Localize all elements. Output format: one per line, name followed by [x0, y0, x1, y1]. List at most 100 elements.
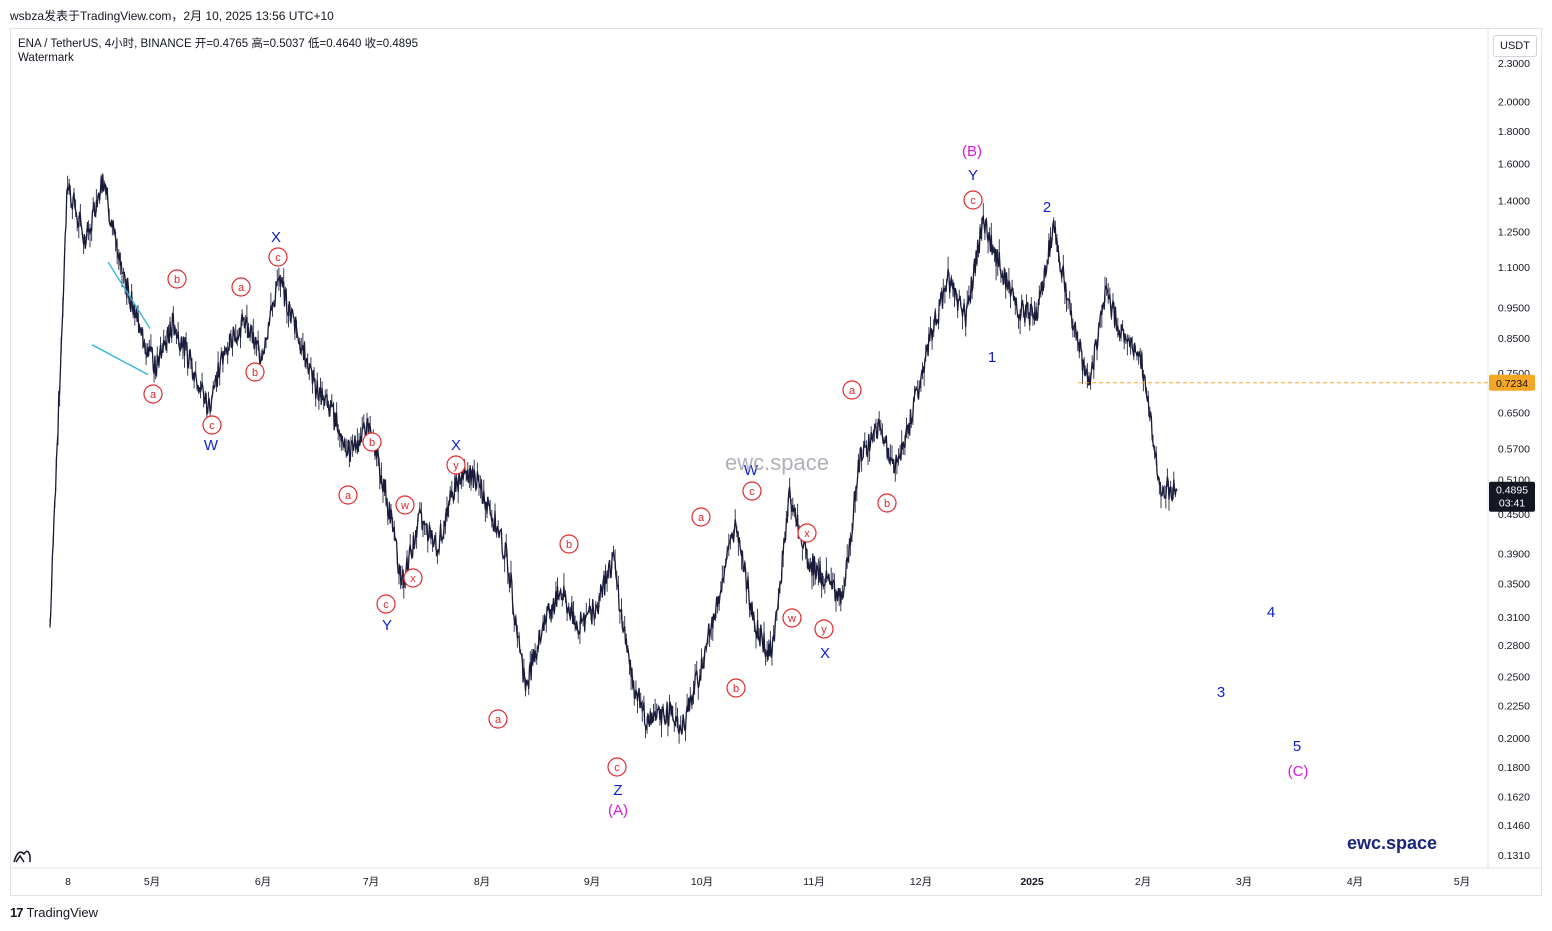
- footer-brand[interactable]: TradingView: [26, 905, 99, 920]
- price-tick-label: 0.1620: [1498, 791, 1530, 803]
- wave-label-minor: b: [884, 498, 890, 510]
- time-tick-label: 5月: [1454, 876, 1470, 888]
- time-tick-label: 5月: [144, 876, 160, 888]
- wave-label-circle: [376, 594, 396, 614]
- wave-label-circle: [726, 678, 746, 698]
- last-price-countdown: 03:41: [1499, 498, 1525, 510]
- wave-label-minor: a: [238, 282, 245, 294]
- price-tick-label: 2.0000: [1498, 97, 1530, 109]
- wave-label-circle: [268, 247, 288, 267]
- time-tick-label: 7月: [363, 876, 379, 888]
- wave-label-circle: [362, 432, 382, 452]
- time-tick-label: 9月: [584, 876, 600, 888]
- wave-label-intermediate: Y: [968, 167, 978, 184]
- last-price-tag: [1489, 481, 1535, 512]
- wave-label-minor: b: [174, 274, 180, 286]
- wave-label-circle: [167, 269, 187, 289]
- price-tick-label: 0.3500: [1498, 578, 1530, 590]
- watermark-label: Watermark: [18, 52, 74, 64]
- price-tick-label: 1.4000: [1498, 195, 1530, 207]
- wave-label-circle: [963, 190, 983, 210]
- candle-wicks: [49, 173, 1176, 744]
- wave-label-minor: b: [369, 437, 375, 449]
- time-tick-label: 12月: [910, 876, 932, 888]
- price-tick-label: 0.6500: [1498, 407, 1530, 419]
- last-price-label: 0.4895: [1496, 485, 1528, 497]
- wave-label-minor: b: [733, 683, 739, 695]
- price-tick-label: 0.1310: [1498, 850, 1530, 862]
- time-tick-label: 3月: [1236, 876, 1252, 888]
- wave-label-circle: [403, 568, 423, 588]
- price-tick-label: 0.3100: [1498, 612, 1530, 624]
- price-tick-label: 0.8500: [1498, 333, 1530, 345]
- price-tick-label: 1.6000: [1498, 158, 1530, 170]
- wave-label-circle: [782, 608, 802, 628]
- price-tick-label: 0.5700: [1498, 444, 1530, 456]
- price-tick-label: 0.9500: [1498, 302, 1530, 314]
- wave-label-circle: [691, 507, 711, 527]
- wave-label-minor: c: [275, 252, 281, 264]
- wave-label-minor: w: [787, 613, 796, 625]
- wave-label-minor: b: [252, 367, 258, 379]
- time-tick-label: 11月: [803, 876, 824, 888]
- wave-label-circle: [231, 277, 251, 297]
- wave-label-minor: w: [400, 500, 409, 512]
- wave-label-circle: [446, 455, 466, 475]
- wave-label-intermediate: 2: [1043, 199, 1051, 216]
- wave-label-minor: x: [804, 528, 810, 540]
- price-tick-label: 0.4500: [1498, 509, 1530, 521]
- corner-watermark: ewc.space: [1347, 833, 1437, 853]
- wave-label-intermediate: X: [820, 645, 830, 662]
- wave-label-minor: a: [345, 490, 352, 502]
- wave-label-minor: a: [495, 714, 502, 726]
- price-tick-label: 0.3900: [1498, 549, 1530, 561]
- wave-label-circle: [877, 493, 897, 513]
- price-series-line: [49, 174, 1178, 736]
- wave-label-circle: [338, 485, 358, 505]
- wave-label-circle: [143, 384, 163, 404]
- price-tick-label: 1.2500: [1498, 227, 1530, 239]
- currency-button[interactable]: USDT: [1493, 35, 1537, 57]
- wave-label-circle: [842, 380, 862, 400]
- dino-icon: [13, 850, 31, 863]
- time-tick-label: 8月: [474, 876, 490, 888]
- price-tick-label: 1.1000: [1498, 262, 1530, 274]
- wave-label-minor: c: [970, 195, 976, 207]
- level-line-label: 0.7234: [1496, 378, 1528, 390]
- wave-label-circle: [202, 415, 222, 435]
- footer: 17 TradingView: [10, 905, 98, 920]
- price-tick-label: 1.8000: [1498, 126, 1530, 138]
- wave-label-minor: b: [566, 539, 572, 551]
- wave-label-primary: (A): [608, 802, 628, 819]
- wave-label-intermediate: 4: [1267, 604, 1275, 621]
- wave-label-minor: c: [749, 486, 755, 498]
- price-tick-label: 0.2250: [1498, 701, 1530, 713]
- wave-label-circle: [607, 757, 627, 777]
- tradingview-logo-icon[interactable]: 17: [10, 905, 24, 920]
- chart-frame: [10, 28, 1542, 896]
- wave-label-primary: (C): [1288, 763, 1309, 780]
- wave-label-minor: y: [821, 624, 827, 636]
- wave-label-intermediate: Y: [382, 617, 392, 634]
- wave-label-circle: [245, 362, 265, 382]
- trendline-lower: [91, 344, 149, 376]
- time-tick-label: 4月: [1347, 876, 1363, 888]
- wave-label-intermediate: X: [451, 437, 461, 454]
- time-tick-label: 10月: [691, 876, 713, 888]
- wave-label-circle: [814, 619, 834, 639]
- time-tick-label: 2月: [1135, 876, 1151, 888]
- price-tick-label: 0.2000: [1498, 733, 1530, 745]
- wave-label-intermediate: Z: [613, 782, 622, 799]
- wave-label-minor: a: [698, 512, 705, 524]
- wave-label-circle: [797, 523, 817, 543]
- level-line-tag: [1489, 374, 1535, 391]
- wave-label-circle: [395, 495, 415, 515]
- wave-label-intermediate: W: [204, 437, 219, 454]
- wave-label-minor: c: [383, 599, 389, 611]
- symbol-legend: ENA / TetherUS, 4小时, BINANCE 开=0.4765 高=…: [18, 38, 418, 50]
- wave-label-intermediate: 1: [988, 349, 996, 366]
- wave-label-minor: y: [453, 460, 459, 472]
- wave-label-intermediate: W: [744, 462, 759, 479]
- center-watermark: ewc.space: [725, 450, 829, 475]
